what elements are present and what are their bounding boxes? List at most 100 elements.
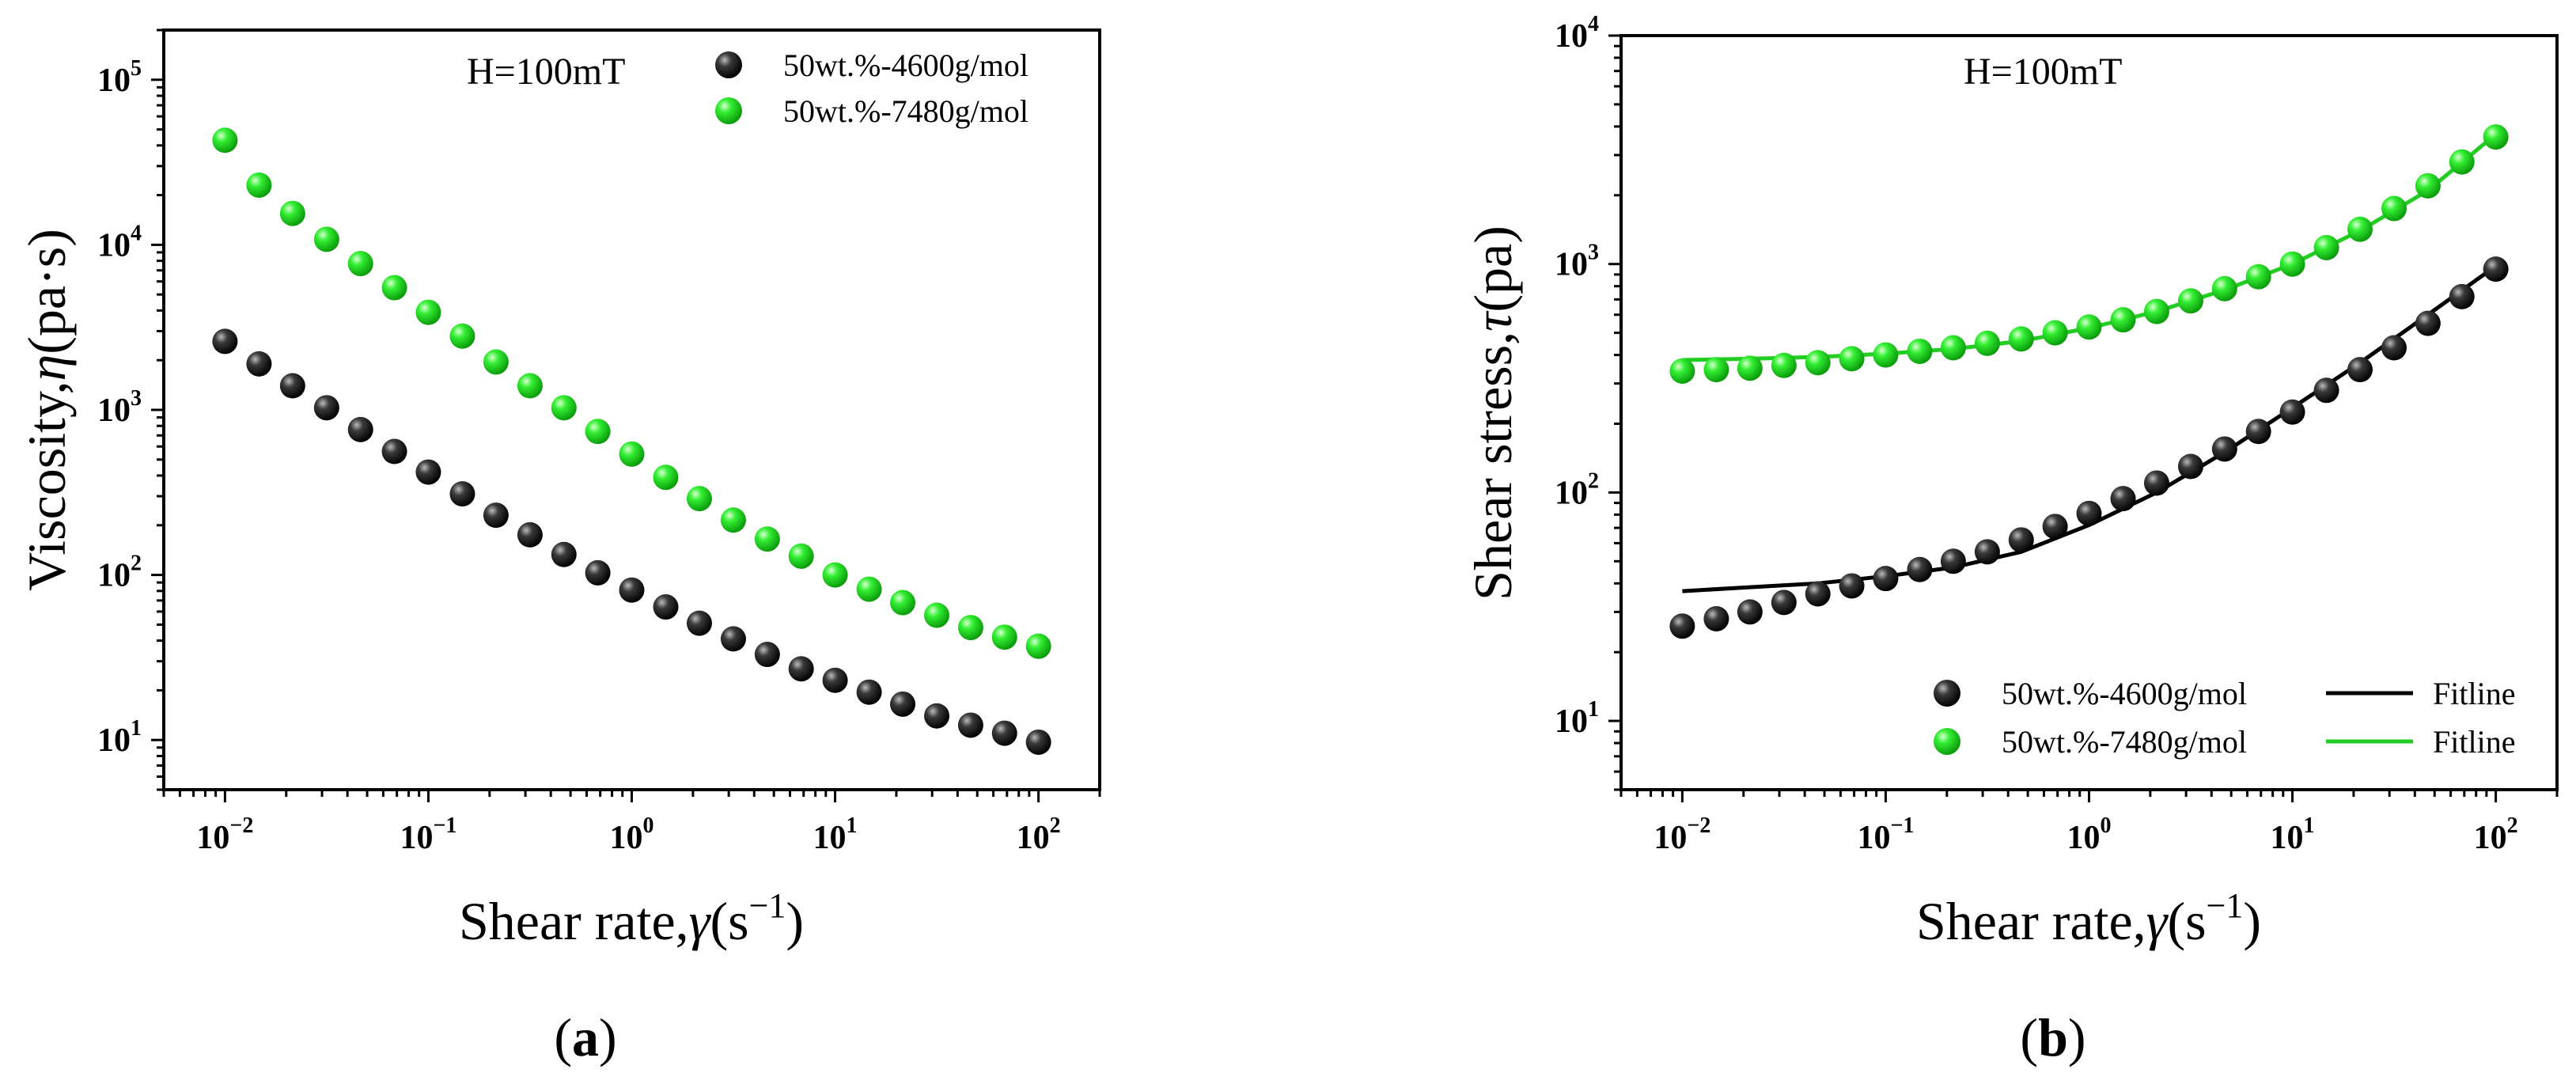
data-point-b-s0	[1907, 556, 1933, 582]
data-point-b-s0	[2245, 419, 2271, 445]
legend-a: 50wt.%-4600g/mol 50wt.%-7480g/mol	[715, 47, 1029, 129]
data-point-a-s1	[619, 441, 645, 467]
data-point-b-s0	[2177, 453, 2203, 480]
data-point-a-s1	[415, 299, 441, 325]
data-point-b-s1	[2483, 124, 2509, 150]
legend-marker-a-0	[715, 51, 742, 78]
data-point-b-s0	[2076, 500, 2102, 526]
data-point-b-s0	[1974, 539, 2000, 565]
data-point-a-s0	[754, 642, 780, 668]
data-point-b-s1	[2415, 172, 2441, 199]
x-tick-label-a: 101	[813, 813, 858, 856]
data-point-a-s0	[924, 703, 950, 729]
data-point-a-s0	[551, 541, 577, 567]
data-point-b-s0	[2347, 357, 2373, 383]
data-point-a-s1	[788, 543, 814, 569]
x-tick-label-b: 10−2	[1654, 813, 1710, 856]
data-point-a-s0	[991, 720, 1017, 746]
data-point-b-s1	[1839, 346, 1865, 372]
data-point-b-s1	[1669, 358, 1695, 384]
data-point-b-s0	[2381, 335, 2407, 361]
panel-a: 10−2 10−1 100 101 102 101 102 103 104 105 H=100m…	[17, 28, 1101, 1067]
annotation-b: H=100mT	[1964, 51, 2122, 93]
data-point-b-s0	[1737, 599, 1763, 625]
data-point-a-s0	[619, 577, 645, 603]
data-point-b-s1	[2143, 298, 2169, 324]
data-point-b-s1	[2177, 288, 2203, 314]
y-axis-label-b: Shear stress,τ(pa)	[1463, 226, 1523, 601]
data-point-a-s1	[822, 562, 848, 588]
data-point-a-s1	[653, 464, 679, 491]
data-point-b-s1	[2279, 251, 2305, 277]
data-point-a-s1	[720, 507, 746, 533]
data-point-b-s1	[2076, 314, 2102, 340]
data-point-a-s1	[585, 419, 611, 445]
data-point-a-s0	[517, 521, 543, 548]
data-point-a-s0	[347, 416, 373, 442]
x-tick-label-a: 102	[1017, 813, 1061, 856]
y-tick-label-a: 105	[97, 56, 142, 99]
data-point-b-s1	[2347, 216, 2373, 242]
data-point-a-s0	[212, 328, 238, 354]
plot-frame-a	[162, 28, 1101, 791]
data-point-b-s1	[1940, 335, 1966, 361]
data-point-a-s1	[1025, 633, 1051, 659]
data-point-a-s1	[347, 251, 373, 277]
legend-b: 50wt.%-4600g/mol Fitline 50wt.%-7480g/mo…	[1934, 676, 2515, 760]
data-point-a-s0	[313, 395, 339, 421]
data-point-b-s0	[1940, 548, 1966, 574]
legend-fitlabel-b-1: Fitline	[2433, 724, 2515, 760]
data-point-a-s0	[653, 594, 679, 620]
data-point-a-s1	[483, 349, 509, 375]
annotation-a: H=100mT	[467, 51, 625, 93]
y-tick-label-b: 104	[1555, 12, 1599, 55]
data-point-b-s0	[2143, 470, 2169, 496]
x-tick-label-b: 102	[2474, 813, 2518, 856]
data-point-a-s1	[991, 624, 1017, 650]
data-point-b-s0	[2279, 399, 2305, 425]
points-b	[1669, 124, 2509, 639]
data-point-a-s0	[856, 679, 882, 705]
y-tick-label-a: 101	[97, 716, 142, 759]
data-point-b-s1	[2381, 195, 2407, 222]
panel-caption-a: (a)	[554, 1007, 616, 1067]
legend-label-a-0: 50wt.%-4600g/mol	[783, 47, 1029, 83]
data-point-a-s0	[415, 459, 441, 485]
data-point-a-s1	[313, 226, 339, 252]
data-point-a-s0	[246, 351, 272, 377]
data-point-a-s0	[585, 559, 611, 586]
data-point-a-s1	[279, 200, 305, 226]
data-point-b-s0	[2449, 283, 2475, 309]
data-point-a-s0	[957, 712, 983, 738]
data-point-b-s0	[1873, 566, 1899, 592]
data-point-a-s1	[246, 172, 272, 198]
x-ticks-a: 10−2 10−1 100 101 102	[162, 790, 1101, 856]
data-point-a-s0	[381, 438, 407, 464]
data-point-a-s1	[551, 395, 577, 421]
data-point-b-s1	[1805, 350, 1831, 376]
x-tick-label-a: 10−2	[196, 813, 253, 856]
data-point-b-s1	[2042, 320, 2068, 346]
data-point-a-s0	[449, 481, 475, 507]
data-point-b-s1	[2313, 234, 2339, 260]
x-tick-label-a: 100	[610, 813, 654, 856]
data-point-a-s1	[517, 373, 543, 399]
legend-label-b-1: 50wt.%-7480g/mol	[2002, 724, 2247, 760]
x-axis-label-a: Shear rate,γ(s−1)	[459, 886, 804, 951]
y-tick-label-a: 102	[97, 552, 142, 594]
x-tick-label-b: 100	[2067, 813, 2112, 856]
data-point-b-s1	[1873, 342, 1899, 368]
legend-marker-a-1	[715, 97, 742, 124]
data-point-a-s0	[279, 373, 305, 399]
y-tick-label-b: 101	[1555, 697, 1599, 740]
legend-marker-b-1	[1934, 728, 1960, 755]
data-point-a-s0	[890, 691, 916, 717]
data-point-b-s0	[2008, 527, 2034, 553]
x-ticks-b: 10−2 10−1 100 101 102	[1619, 790, 2559, 856]
data-point-b-s0	[2483, 256, 2509, 282]
x-tick-label-b: 10−1	[1857, 813, 1914, 856]
y-tick-label-b: 102	[1555, 468, 1599, 511]
data-point-a-s0	[822, 667, 848, 693]
data-point-b-s0	[1703, 605, 1729, 631]
